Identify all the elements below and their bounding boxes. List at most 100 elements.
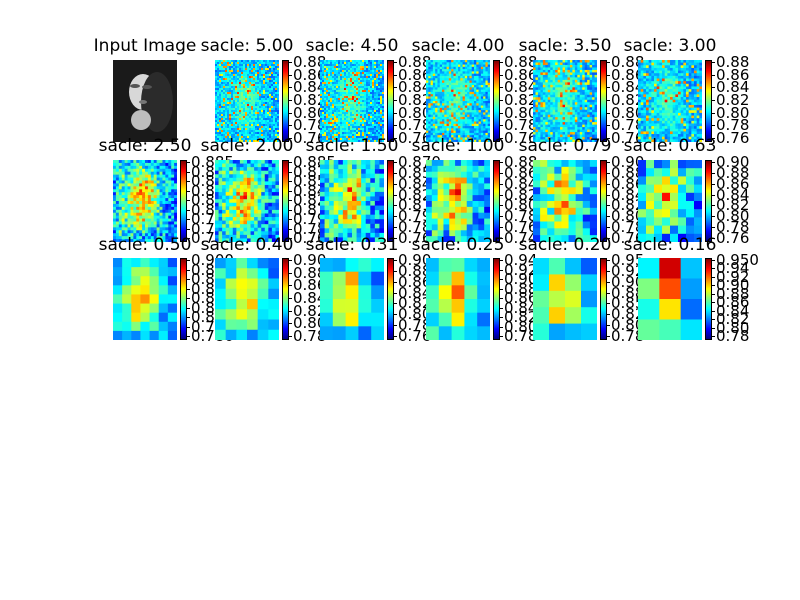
heatmap-cell xyxy=(340,120,343,123)
heatmap-cell xyxy=(239,86,242,89)
heatmap-cell xyxy=(550,122,554,125)
heatmap-cell xyxy=(451,107,454,111)
heatmap-cell xyxy=(462,80,466,84)
heatmap-cell xyxy=(535,129,539,133)
heatmap-cell xyxy=(320,98,323,101)
heatmap-cell xyxy=(547,74,551,78)
heatmap-cell xyxy=(273,100,276,103)
heatmap-cell xyxy=(360,84,363,87)
heatmap-cell xyxy=(437,62,441,65)
heatmap-cell xyxy=(562,97,566,101)
heatmap-cell xyxy=(550,124,554,128)
heatmap-cell xyxy=(358,122,361,125)
heatmap-cell xyxy=(227,136,230,139)
heatmap-cell xyxy=(344,78,347,81)
heatmap-cell xyxy=(257,74,260,77)
heatmap-cell xyxy=(535,132,539,135)
heatmap-cell xyxy=(263,122,266,125)
heatmap-cell xyxy=(370,98,373,101)
heatmap-cell xyxy=(247,102,250,105)
heatmap-cell xyxy=(376,116,379,119)
heatmap-cell xyxy=(464,112,468,116)
heatmap-cell xyxy=(215,60,218,63)
heatmap-cell xyxy=(338,140,341,142)
heatmap-cell xyxy=(574,124,578,128)
heatmap-cell xyxy=(275,130,278,133)
heatmap-cell xyxy=(364,86,367,89)
heatmap-cell xyxy=(587,69,591,73)
heatmap-cell xyxy=(362,78,365,81)
heatmap-cell xyxy=(237,96,240,99)
heatmap-cell xyxy=(261,74,264,77)
heatmap-cell xyxy=(667,65,671,69)
heatmap-cell xyxy=(324,72,327,75)
heatmap-cell xyxy=(271,88,274,91)
heatmap-cell xyxy=(225,122,228,125)
heatmap-cell xyxy=(545,107,549,111)
heatmap-cell xyxy=(358,68,361,71)
heatmap-cell xyxy=(259,66,262,69)
heatmap-cell xyxy=(467,62,470,65)
heatmap-cell xyxy=(277,82,279,85)
heatmap-cell xyxy=(382,118,384,121)
heatmap-cell xyxy=(233,114,236,117)
heatmap-cell xyxy=(326,82,329,85)
heatmap-cell xyxy=(535,64,539,68)
heatmap-cell xyxy=(643,78,647,82)
heatmap-cell xyxy=(269,60,272,63)
heatmap-cell xyxy=(545,132,549,135)
heatmap-cell xyxy=(428,103,431,106)
heatmap-cell xyxy=(670,78,674,82)
heatmap-cell xyxy=(243,128,246,131)
heatmap-cell xyxy=(340,106,343,109)
heatmap-cell xyxy=(654,94,658,98)
heatmap-cell xyxy=(557,114,561,118)
heatmap-cell xyxy=(589,62,593,66)
heatmap-cell xyxy=(241,82,244,85)
heatmap-cell xyxy=(572,104,576,108)
heatmap-cell xyxy=(340,72,343,75)
heatmap-cell xyxy=(474,126,477,129)
heatmap-cell xyxy=(251,108,254,111)
heatmap-cell xyxy=(667,70,671,74)
heatmap-cell xyxy=(442,137,445,141)
heatmap-cell xyxy=(467,80,470,84)
heatmap-cell xyxy=(432,60,436,63)
heatmap-cell xyxy=(562,127,566,130)
heatmap-cell xyxy=(251,94,254,97)
heatmap-cell xyxy=(460,85,463,88)
heatmap-cell xyxy=(269,130,272,133)
heatmap-cell xyxy=(237,130,240,133)
heatmap-cell xyxy=(372,110,375,113)
heatmap-cell xyxy=(269,122,272,125)
heatmap-cell xyxy=(364,104,367,107)
heatmap-cell xyxy=(442,73,445,77)
heatmap-cell xyxy=(320,126,323,129)
heatmap-cell xyxy=(589,82,593,86)
heatmap-cell xyxy=(348,88,351,91)
heatmap-cell xyxy=(231,120,234,123)
heatmap-cell xyxy=(589,79,593,83)
heatmap-cell xyxy=(227,72,230,75)
heatmap-cell xyxy=(265,136,268,139)
heatmap-cell xyxy=(540,127,544,130)
heatmap-cell xyxy=(374,82,377,85)
heatmap-cell xyxy=(640,83,644,87)
heatmap-cell xyxy=(237,76,240,79)
heatmap-cell xyxy=(656,73,660,77)
heatmap-cell xyxy=(271,86,274,89)
heatmap-cell xyxy=(376,76,379,79)
heatmap-cell xyxy=(249,108,252,111)
heatmap-cell xyxy=(533,114,536,118)
heatmap-cell xyxy=(271,76,274,79)
heatmap-cell xyxy=(251,132,254,135)
heatmap-cell xyxy=(265,138,268,141)
heatmap-cell xyxy=(372,80,375,83)
heatmap-cell xyxy=(451,135,454,138)
heatmap-cell xyxy=(215,122,218,125)
heatmap-cell xyxy=(231,138,234,141)
heatmap-cell xyxy=(233,86,236,89)
heatmap-cell xyxy=(215,76,218,79)
heatmap-cell xyxy=(348,130,351,133)
heatmap-cell xyxy=(699,83,702,87)
